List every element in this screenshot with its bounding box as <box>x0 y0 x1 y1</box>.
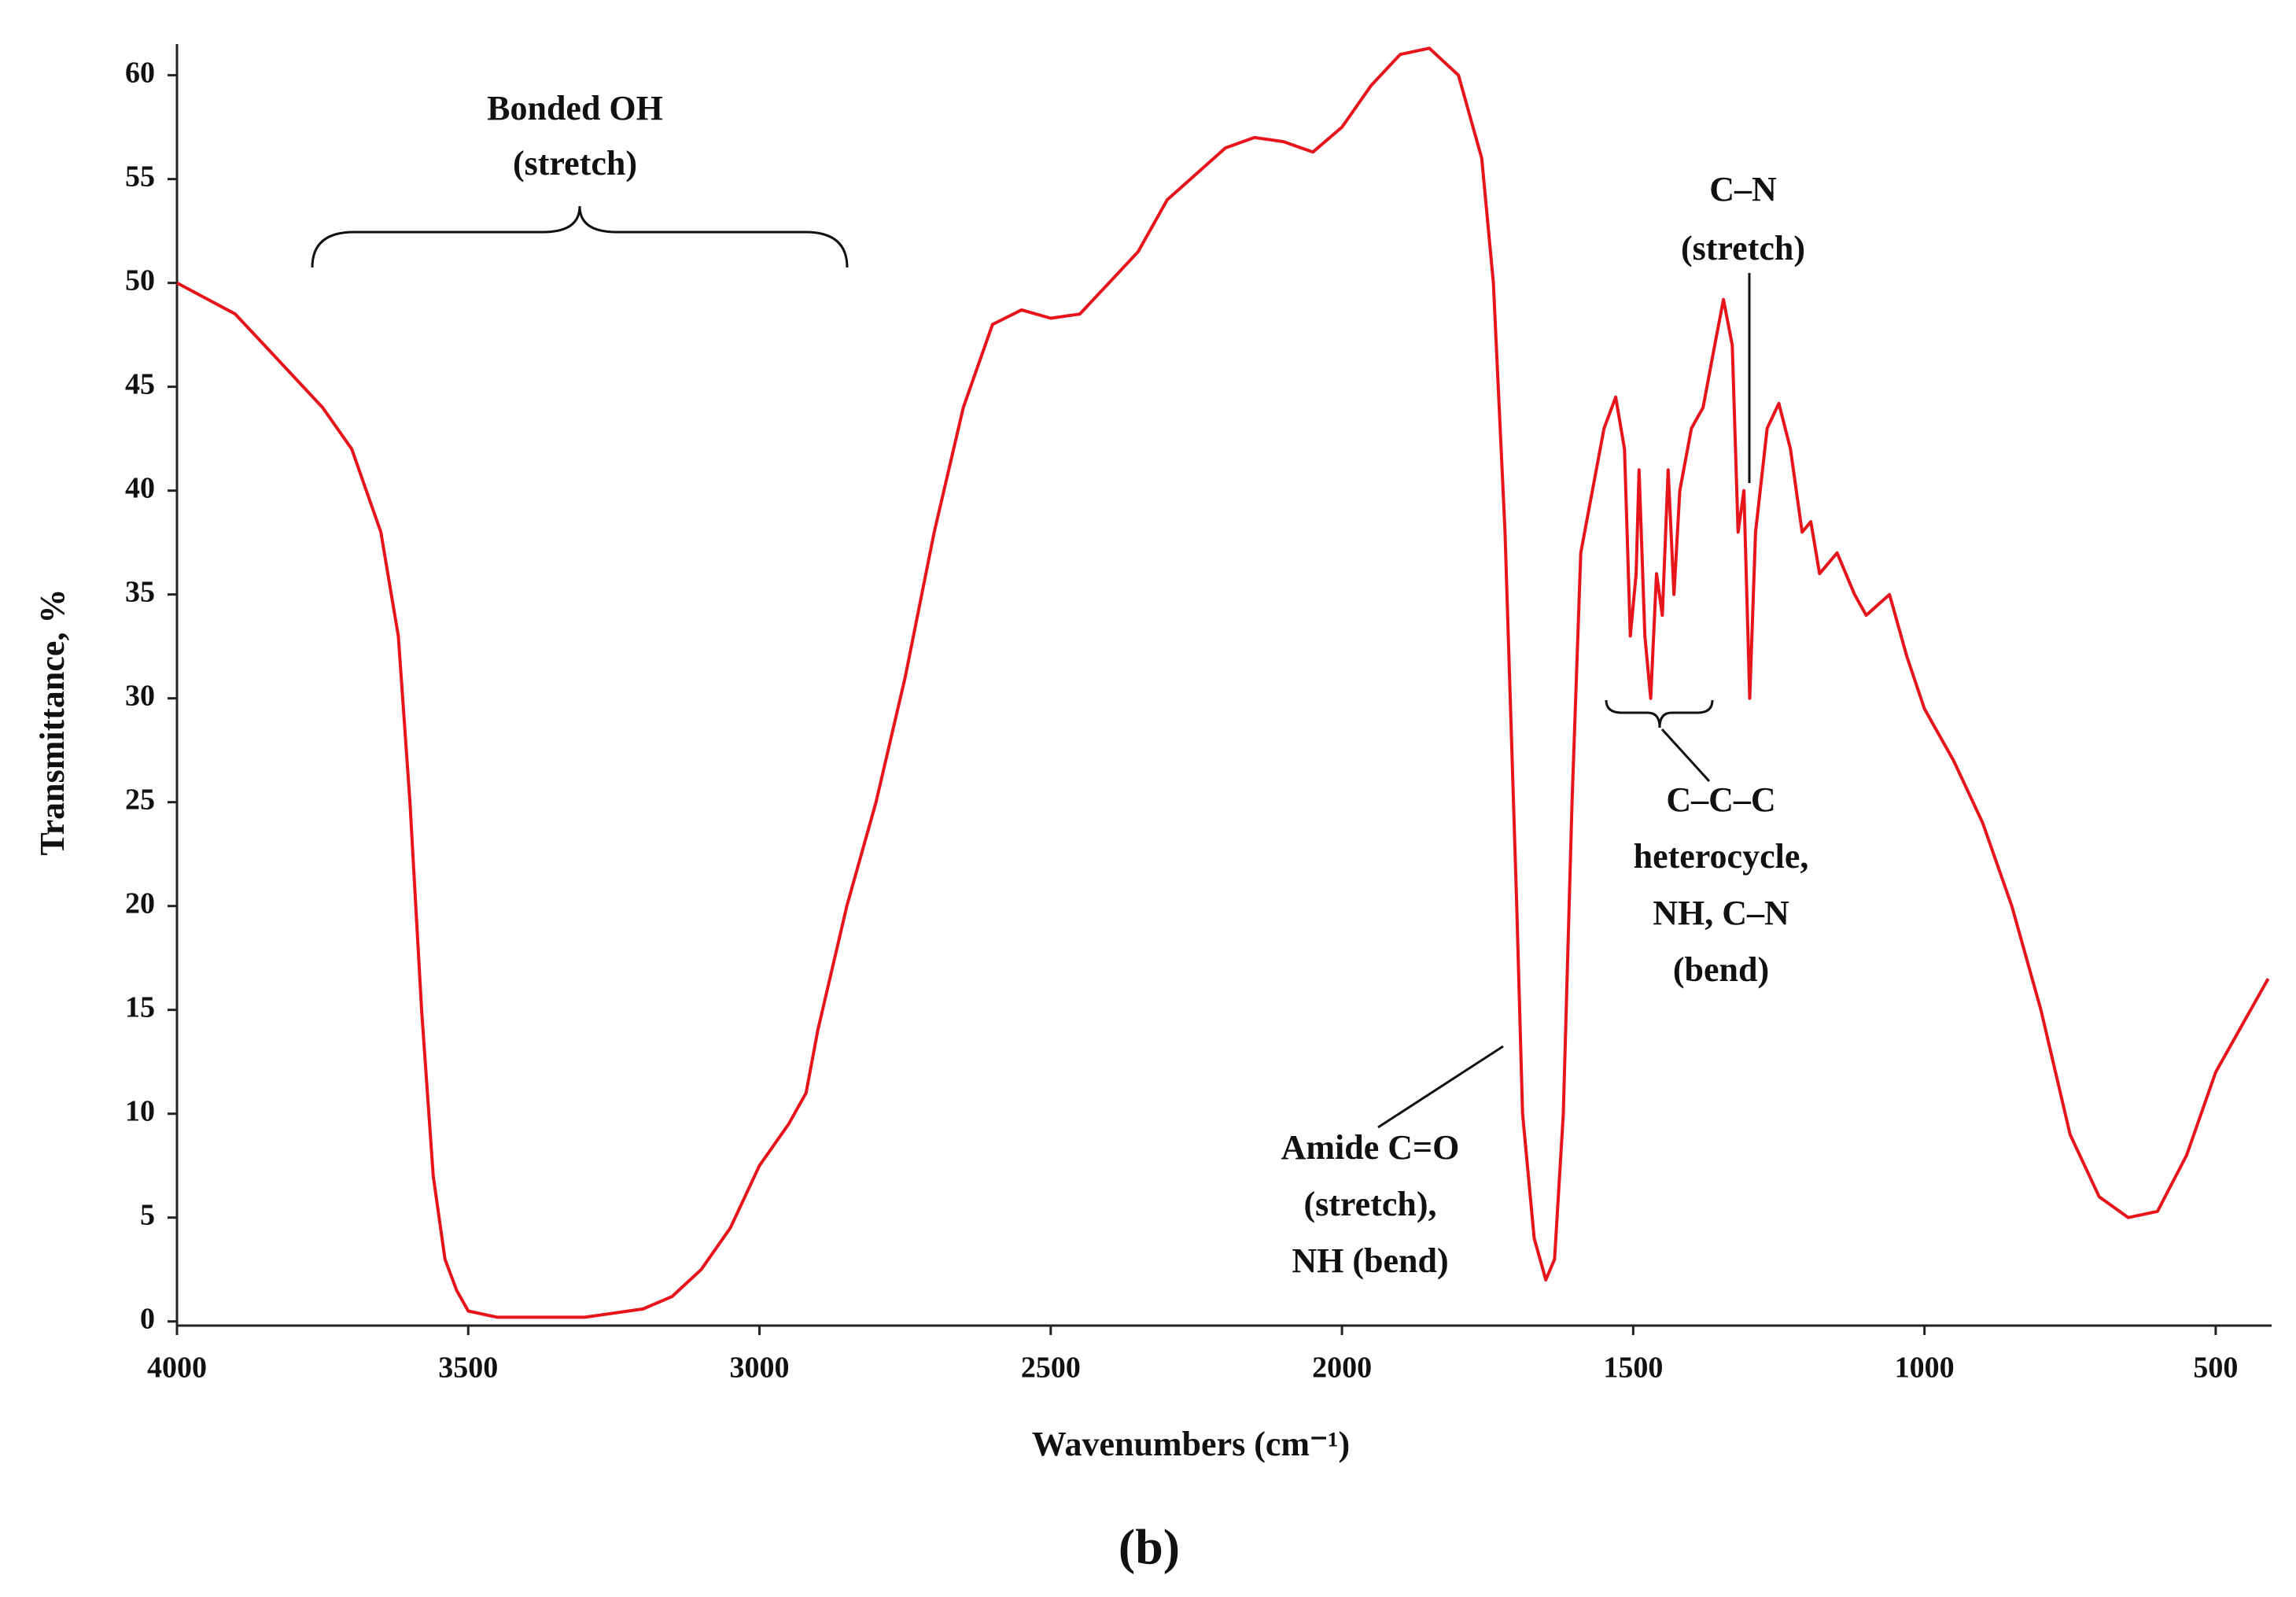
x-tick-label: 3500 <box>438 1352 498 1385</box>
y-tick-label: 10 <box>125 1094 155 1127</box>
annotation: C–C–C <box>1666 780 1775 819</box>
y-tick-label: 30 <box>125 679 155 712</box>
annotation: heterocycle, <box>1634 837 1809 876</box>
x-tick-label: 2500 <box>1021 1352 1081 1385</box>
y-tick-label: 45 <box>125 367 155 400</box>
leader-line <box>1660 728 1711 783</box>
y-axis-label: Transmittance, % <box>33 589 72 856</box>
brace <box>1605 699 1714 728</box>
annotation: C–N <box>1709 170 1777 208</box>
annotation: (stretch), <box>1304 1185 1437 1223</box>
y-tick-label: 35 <box>125 575 155 608</box>
x-axis-label: Wavenumbers (cm⁻¹) <box>1032 1425 1350 1463</box>
annotation: Bonded OH <box>487 89 663 127</box>
annotation: (bend) <box>1673 950 1769 989</box>
y-tick-label: 0 <box>140 1302 155 1335</box>
caption: (b) <box>1119 1519 1180 1575</box>
annotation: Amide C=O <box>1281 1128 1460 1167</box>
y-tick-label: 15 <box>125 990 155 1023</box>
x-tick-label: 4000 <box>147 1352 207 1385</box>
leader-line <box>1377 1045 1504 1129</box>
brace <box>311 205 849 268</box>
y-tick-label: 25 <box>125 783 155 816</box>
y-tick-label: 5 <box>140 1198 155 1231</box>
annotation: NH, C–N <box>1653 894 1789 932</box>
y-tick-label: 40 <box>125 471 155 504</box>
x-tick-label: 1000 <box>1895 1352 1955 1385</box>
x-tick-label: 500 <box>2193 1352 2238 1385</box>
x-tick-label: 3000 <box>730 1352 790 1385</box>
y-tick-label: 55 <box>125 160 155 193</box>
x-tick-label: 1500 <box>1603 1352 1663 1385</box>
annotation: (stretch) <box>1681 229 1805 267</box>
annotation: (stretch) <box>513 144 637 183</box>
spectrum-line <box>176 46 2270 1319</box>
y-tick-label: 60 <box>125 56 155 89</box>
y-tick-label: 50 <box>125 264 155 297</box>
x-tick-label: 2000 <box>1312 1352 1372 1385</box>
annotation: NH (bend) <box>1292 1241 1448 1280</box>
y-tick-label: 20 <box>125 887 155 920</box>
